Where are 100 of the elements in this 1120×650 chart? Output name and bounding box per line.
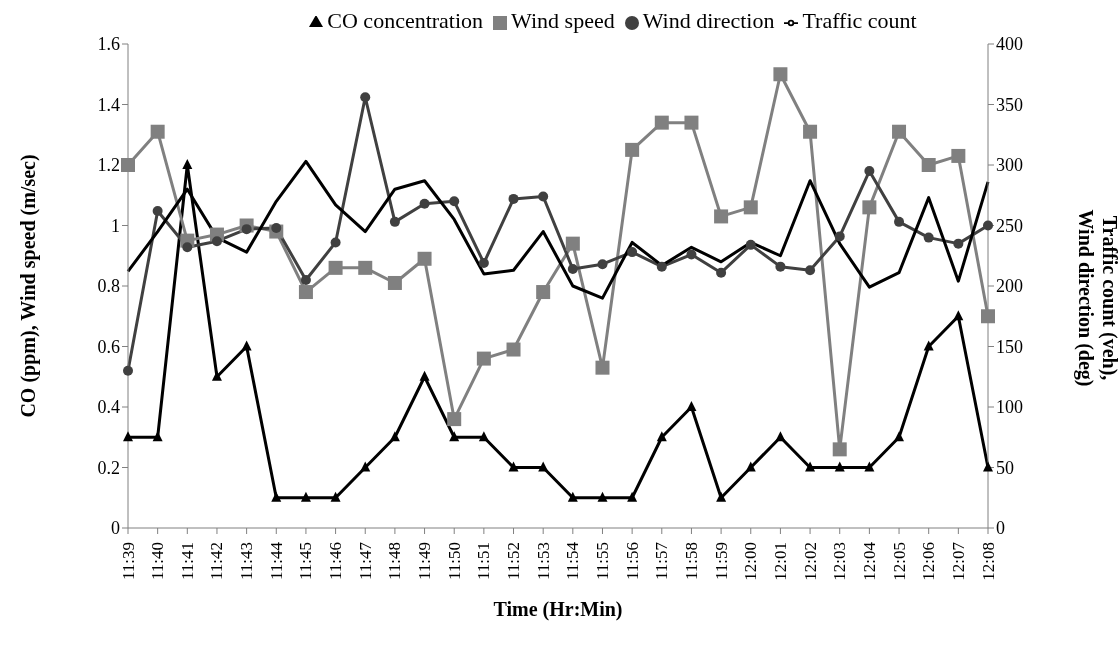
x-tick-label: 11:59 bbox=[711, 542, 731, 581]
legend-label: CO concentration bbox=[327, 8, 484, 33]
x-tick-label: 11:54 bbox=[563, 541, 583, 581]
point bbox=[360, 92, 371, 103]
point bbox=[241, 340, 252, 351]
y-tick-label: 0 bbox=[111, 518, 120, 539]
point bbox=[894, 431, 905, 442]
x-tick-label: 11:50 bbox=[444, 542, 464, 581]
x-tick-label: 11:46 bbox=[326, 542, 346, 581]
point bbox=[476, 351, 491, 366]
point bbox=[123, 431, 133, 442]
point bbox=[478, 431, 489, 442]
point bbox=[508, 461, 519, 472]
point bbox=[506, 342, 521, 357]
point bbox=[389, 431, 400, 442]
point bbox=[358, 260, 373, 275]
x-tick-label: 11:43 bbox=[237, 542, 257, 581]
point bbox=[538, 191, 549, 202]
point bbox=[597, 491, 608, 502]
point bbox=[121, 158, 135, 172]
y-tick-label: 0.8 bbox=[97, 276, 120, 297]
point bbox=[241, 224, 252, 235]
point bbox=[953, 238, 964, 249]
x-axis-title: Time (Hr:Min) bbox=[492, 598, 624, 621]
y-tick-label: 1.4 bbox=[97, 94, 120, 115]
point bbox=[417, 251, 432, 266]
point bbox=[152, 205, 163, 216]
point bbox=[775, 431, 786, 442]
y2-tick-label: 200 bbox=[996, 276, 1023, 297]
point bbox=[300, 491, 311, 502]
point bbox=[330, 237, 341, 248]
point bbox=[360, 461, 371, 472]
point bbox=[330, 491, 341, 502]
point bbox=[834, 231, 845, 242]
point bbox=[686, 249, 697, 260]
point bbox=[419, 198, 430, 209]
x-tick-label: 12:03 bbox=[830, 542, 850, 581]
point bbox=[300, 274, 311, 285]
point bbox=[538, 461, 549, 472]
x-tick-label: 11:40 bbox=[148, 542, 168, 581]
point bbox=[656, 261, 667, 272]
point bbox=[805, 461, 816, 472]
point bbox=[983, 461, 993, 472]
x-tick-label: 12:06 bbox=[919, 542, 939, 581]
point bbox=[716, 491, 727, 502]
point bbox=[714, 209, 729, 224]
y-tick-label: 0.4 bbox=[97, 397, 120, 418]
point bbox=[923, 232, 934, 243]
point bbox=[182, 242, 193, 253]
point bbox=[536, 285, 551, 300]
y-tick-label: 1.6 bbox=[97, 34, 120, 55]
point bbox=[567, 491, 578, 502]
point bbox=[565, 236, 580, 251]
x-tick-label: 11:49 bbox=[415, 542, 435, 581]
point bbox=[567, 264, 578, 275]
y2-tick-label: 400 bbox=[996, 34, 1023, 55]
y2-tick-label: 250 bbox=[996, 215, 1023, 236]
x-tick-label: 11:52 bbox=[504, 542, 524, 581]
x-tick-label: 11:48 bbox=[385, 542, 405, 581]
x-tick-label: 11:53 bbox=[533, 542, 553, 581]
x-tick-label: 11:42 bbox=[207, 542, 227, 581]
point bbox=[478, 258, 489, 269]
x-tick-label: 11:58 bbox=[681, 542, 701, 581]
y-tick-label: 1.2 bbox=[97, 155, 120, 176]
point bbox=[298, 285, 313, 300]
point bbox=[983, 220, 993, 231]
point bbox=[328, 260, 343, 275]
point bbox=[773, 67, 788, 82]
x-tick-label: 12:08 bbox=[978, 542, 998, 581]
y2-tick-label: 300 bbox=[996, 155, 1023, 176]
legend-label: Wind direction bbox=[642, 8, 775, 33]
point bbox=[419, 370, 430, 381]
x-tick-label: 12:05 bbox=[889, 542, 909, 581]
point bbox=[684, 115, 699, 130]
point bbox=[211, 370, 222, 381]
x-tick-label: 11:57 bbox=[652, 541, 672, 581]
point bbox=[447, 412, 462, 427]
point bbox=[745, 461, 756, 472]
point bbox=[182, 159, 193, 169]
point bbox=[686, 401, 697, 411]
x-tick-label: 11:41 bbox=[177, 542, 197, 581]
point bbox=[271, 222, 282, 233]
point bbox=[654, 115, 669, 130]
point bbox=[953, 310, 964, 321]
point bbox=[150, 124, 165, 139]
point bbox=[627, 247, 638, 258]
y-tick-label: 0.6 bbox=[97, 336, 120, 357]
y-axis-title: CO (ppm), Wind speed (m/sec) bbox=[17, 154, 41, 418]
x-tick-label: 11:55 bbox=[592, 542, 612, 581]
x-tick-label: 11:47 bbox=[355, 541, 375, 581]
point bbox=[892, 124, 907, 139]
x-tick-label: 11:39 bbox=[118, 542, 138, 581]
point bbox=[864, 461, 875, 472]
x-tick-label: 11:51 bbox=[474, 542, 494, 581]
point bbox=[389, 216, 400, 227]
x-tick-label: 11:44 bbox=[266, 541, 286, 581]
y2-tick-label: 350 bbox=[996, 94, 1023, 115]
y2-axis-title: Traffic count (veh), Wind direction (deg) bbox=[1074, 209, 1120, 387]
point bbox=[805, 265, 816, 276]
point bbox=[595, 360, 610, 375]
